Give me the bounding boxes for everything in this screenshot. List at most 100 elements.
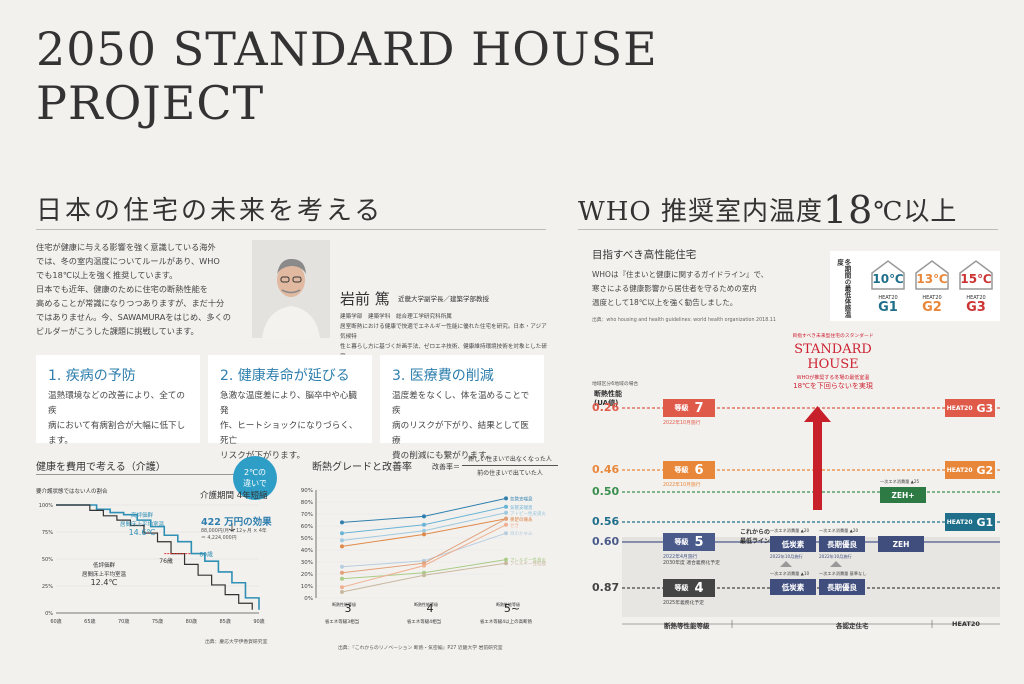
cert-date: 2022年10月施行 <box>770 554 803 559</box>
chart2-xlabel-sub: 省エネ等級4相当 <box>407 618 441 625</box>
grade-box: 等級 6 <box>663 461 715 479</box>
heat20-side-box: HEAT20 G2 <box>945 461 995 479</box>
chart2-ytick: 10% <box>301 584 313 590</box>
heat20-card: 13℃ HEAT20 G2 <box>912 257 952 315</box>
cert-note: 一次エネ消費量 ▲20 <box>819 528 859 533</box>
down-arrow-icon <box>228 523 236 532</box>
heat20-grade: G3 <box>966 300 986 315</box>
chart2-xlabel-top: 断熱性能等級 <box>332 601 356 607</box>
ua-value: 0.56 <box>592 515 620 528</box>
heat20-label-small: HEAT20 <box>922 295 942 301</box>
intro-text: 住宅が健康に与える影響を強く意識している海外 では、冬の室内温度についてルールがあ… <box>36 242 231 336</box>
chart1-xtick: 80歳 <box>186 618 197 625</box>
cert-box: ZEH+ <box>880 487 926 503</box>
svg-text:15℃: 15℃ <box>960 272 991 286</box>
chart2-svg: 0%10%20%30%40%50%60%70%80%90%気管支喘息気管支喘息ア… <box>301 488 551 625</box>
chart1-source: 出典：慶応大学伊香賀研究室 <box>205 640 268 645</box>
chart1-series-line <box>56 504 253 610</box>
chart1-high-label: 高評価群 <box>131 511 154 519</box>
performance-diagram-svg <box>622 406 1000 628</box>
grade-year: 2022年10月施行 <box>663 483 701 488</box>
chart2-point <box>504 496 508 501</box>
up-arrow-icon <box>780 561 792 567</box>
chart2-series-label: 目のかゆみ <box>510 530 533 537</box>
house-icon: 15℃ <box>959 260 993 290</box>
heat20-side-box: HEAT20 G3 <box>945 399 995 417</box>
cert-note: 一次エネ消費量 ▲25 <box>880 479 920 484</box>
right-subheading: 目指すべき高性能住宅 <box>592 249 697 261</box>
standard-house-block: 目指すべき未来型住宅のスタンダード STANDARD HOUSE WHOが推奨す… <box>792 334 874 390</box>
chart2-area: 0% 10% 20% 30% 40% 50% 60% 70% 80% 90% 気管支喘息 気管支喘息ア… <box>296 480 551 628</box>
chart1-info-cost: 422 万円の効果 <box>201 517 272 528</box>
chart2-point <box>340 570 344 575</box>
chart1-xtick: 60歳 <box>50 618 61 625</box>
feature-card-prevention: 1. 疾病の予防 温熱環境などの改善により、全ての疾 病において有病割合が大幅に低… <box>36 355 200 446</box>
chart2-point <box>340 531 344 536</box>
svg-text:10℃: 10℃ <box>872 272 903 286</box>
divider-right <box>578 229 998 230</box>
house-icon: 10℃ <box>871 260 905 290</box>
chart2-formula: 新しい住まいで出なくなった人 前の住まいで出ていた人 <box>462 454 558 477</box>
chart2-xlabel-sub: 省エネ等級3相当 <box>325 618 359 625</box>
chart1-ytick: 50% <box>42 557 53 563</box>
chart2-point <box>340 590 344 594</box>
chart1-low-label: 低評価群 <box>93 561 116 569</box>
chart2-source: 出典：『これからのリノベーション 断熱・気密編』P27 近畿大学 岩前研究室 <box>338 646 503 651</box>
chart2-ytick: 30% <box>301 560 313 566</box>
chart2-point <box>504 522 508 527</box>
chart2-ytick: 0% <box>304 596 313 602</box>
right-text: WHOは『住まいと健康に関するガイドライン』で、 寒さによる健康影響から居住者を守… <box>592 270 769 307</box>
chart1-svg: 要介護状態ではない人の割合 0% 25% 50% 75% 100% 60歳 65歳 70歳 75歳… <box>36 487 265 625</box>
performance-diagram <box>592 372 1002 644</box>
chart2-point <box>422 514 426 519</box>
chart2-xlabel-top: 断熱性能等級 <box>496 601 520 607</box>
chart1-low-label: 12.4℃ <box>91 578 118 587</box>
grade-year: 2022年10月施行 <box>663 421 701 426</box>
grade-box: 等級 4 <box>663 579 715 597</box>
grade-year: 2025年義務化予定 <box>663 601 704 606</box>
page-title: 2050 STANDARD HOUSE PROJECT <box>36 22 658 130</box>
heat20-label-small: HEAT20 <box>966 295 986 301</box>
heat20-label-small: HEAT20 <box>878 295 898 301</box>
chart2-series-label: 気管支喘息 <box>510 504 533 511</box>
chart2-formula-left: 改善率＝ <box>432 463 460 471</box>
footer-heat20: HEAT20 <box>952 620 980 628</box>
chart1-xtick: 90歳 <box>253 618 264 625</box>
chart1-xtick: 65歳 <box>84 618 95 625</box>
ua-value: 0.60 <box>592 535 620 548</box>
chart2-point <box>504 516 508 521</box>
chart1-title-rule <box>36 474 276 475</box>
chart1-title: 健康を費用で考える（介護） <box>36 462 166 473</box>
grade-year2: 2030年度 適合義務化予定 <box>663 561 720 566</box>
future-line-label: これからの 最低ライン <box>740 529 771 545</box>
divider <box>36 229 546 230</box>
chart2-point <box>422 532 426 537</box>
chart1-high-label: 居間床上平均室温 <box>120 520 165 528</box>
chart2-point <box>504 557 508 562</box>
right-source: 出典：who housing and health guidelines: wo… <box>592 318 776 323</box>
chart2-ytick: 70% <box>301 512 313 518</box>
chart2-series-label: 気管支喘息 <box>510 495 533 502</box>
heat20-card: 10℃ HEAT20 G1 <box>868 257 908 315</box>
chart2-ytick: 20% <box>301 572 313 578</box>
grade-year: 2022年4月施行 <box>663 555 698 560</box>
chart2-series-label: アレルギー性鼻炎 <box>510 557 546 564</box>
ua-value: 0.26 <box>592 401 620 414</box>
chart1-age80: 80歳 <box>199 551 213 559</box>
footer-grade: 断熱等性能等級 <box>664 622 710 630</box>
cert-note: 一次エネ消費量 ▲10 <box>770 571 810 576</box>
chart1-info: 介護期間 4年短縮 <box>200 491 268 501</box>
cert-date: 2022年10月施行 <box>819 554 852 559</box>
heat20-grade: G2 <box>922 300 942 315</box>
chart2-xlabel-num: 5~ <box>504 602 520 615</box>
chart1-xtick: 85歳 <box>219 618 230 625</box>
chart2-series-label: せき <box>510 523 519 529</box>
person-role: 近畿大学副学長／建築学部教授 <box>398 295 489 303</box>
person-name: 岩前 篤 <box>340 290 390 308</box>
chart2-point <box>340 538 344 543</box>
chart2-point <box>422 573 426 578</box>
chart2-series-label: アレルギー性結膜炎 <box>510 560 546 567</box>
chart2-point <box>340 544 344 549</box>
chart1-ytick: 75% <box>42 530 53 536</box>
chart1-calc: 88,000円/月 × 12ヶ月 × 4年＝ 4,224,000円 <box>201 529 267 541</box>
